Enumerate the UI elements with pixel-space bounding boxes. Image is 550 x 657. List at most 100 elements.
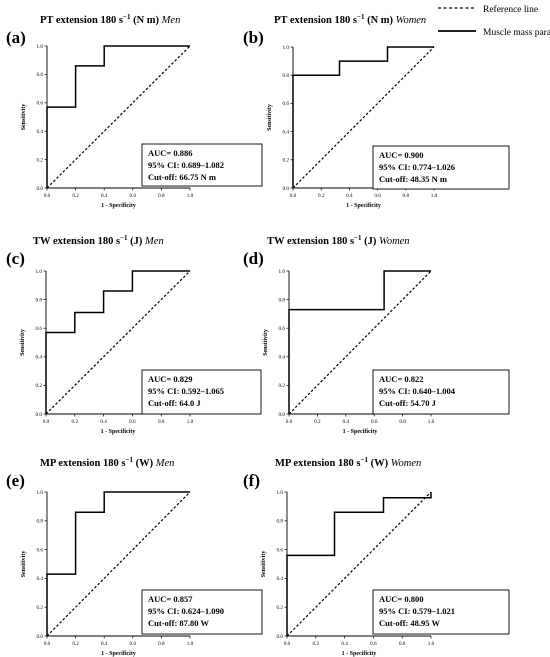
panel-letter: (a)	[6, 28, 26, 47]
stats-line: 95% CI: 0.689–1.082	[148, 160, 224, 170]
stats-line: 95% CI: 0.624–1.090	[148, 606, 224, 616]
y-tick-label: 0.6	[37, 547, 44, 553]
roc-panel: (d)TW extension 180 s−1 (J) Women 0.0 0.2 0…	[243, 234, 510, 435]
stats-line: AUC= 0.822	[379, 374, 424, 384]
reference-line-series	[46, 491, 191, 637]
roc-panel: (c) TW extension 180 s−1 (J) Men 0.0 0.2 0.4…	[6, 234, 262, 435]
panel-title: MP extension 180 s−1 (W) Men	[40, 456, 174, 469]
y-tick-label: 1.0	[36, 269, 43, 275]
x-tick-label: 0.2	[314, 419, 321, 425]
x-tick-label: 0.6	[370, 641, 377, 647]
y-tick-label: 0.8	[277, 519, 284, 525]
roc-curve-series	[45, 270, 190, 414]
stats-box	[141, 589, 263, 635]
y-tick-label: 0.0	[279, 412, 286, 418]
figure-legend: Reference line Muscle mass parameter	[438, 4, 550, 38]
stats-line: AUC= 0.857	[148, 594, 193, 604]
panel-letter: (b)	[243, 28, 264, 47]
stats-line: Cut-off: 64.0 J	[148, 398, 201, 408]
x-tick-label: 0.0	[286, 419, 293, 425]
y-tick-label: 1.0	[37, 44, 44, 50]
x-tick-label: 0.8	[399, 419, 406, 425]
y-tick-label: 0.2	[37, 605, 44, 611]
stats-line: AUC= 0.829	[148, 374, 193, 384]
stats-line: Cut-off: 87.80 W	[148, 618, 209, 628]
x-tick-label: 0.0	[44, 641, 51, 647]
y-tick-label: 0.6	[37, 101, 44, 107]
y-tick-label: 1.0	[283, 45, 290, 51]
roc-curve-series	[288, 270, 431, 414]
y-tick-label: 1.0	[277, 490, 284, 496]
x-tick-label: 0.6	[130, 641, 137, 647]
panel-title: MP extension 180 s−1 (W) Women	[275, 456, 421, 469]
y-tick-label: 0.4	[37, 576, 44, 582]
y-tick-label: 0.6	[277, 547, 284, 553]
stats-line: Cut-off: 48.35 N m	[379, 174, 447, 184]
x-tick-label: 0.2	[318, 193, 325, 199]
y-tick-label: 0.4	[36, 355, 43, 361]
y-tick-label: 0.2	[37, 157, 44, 163]
x-tick-label: 0.2	[313, 641, 320, 647]
x-tick-label: 0.8	[158, 193, 165, 199]
stats-line: 95% CI: 0.579–1.021	[379, 606, 455, 616]
roc-curve-series	[46, 491, 190, 636]
x-tick-label: 1.0	[187, 193, 194, 199]
y-tick-label: 0.8	[36, 297, 43, 303]
y-tick-label: 0.8	[37, 72, 44, 78]
roc-panel: (e) MP extension 180 s−1 (W) Men 0.0 0.2 0.4…	[6, 456, 263, 657]
y-tick-label: 0.4	[279, 355, 286, 361]
y-axis-label: Sensitivity	[21, 551, 27, 578]
x-tick-label: 0.6	[374, 193, 381, 199]
reference-line-series	[46, 45, 191, 189]
stats-line: Cut-off: 54.70 J	[379, 398, 437, 408]
stats-line: 95% CI: 0.774–1.026	[379, 162, 455, 172]
x-tick-label: 0.0	[44, 193, 51, 199]
stats-box	[372, 589, 510, 635]
legend-label-muscle-mass: Muscle mass parameter	[483, 28, 550, 38]
x-axis-label: 1 - Specificity	[101, 651, 136, 657]
panel-letter: (d)	[243, 249, 264, 268]
y-tick-label: 0.2	[279, 383, 286, 389]
panel-letter: (e)	[6, 471, 25, 490]
stats-line: AUC= 0.800	[379, 594, 424, 604]
y-tick-label: 0.8	[283, 73, 290, 79]
y-tick-label: 0.4	[37, 129, 44, 135]
legend-label-reference: Reference line	[483, 4, 538, 15]
y-tick-label: 0.6	[283, 101, 290, 107]
stats-line: AUC= 0.886	[148, 148, 193, 158]
stats-box	[141, 369, 262, 415]
roc-curve-series	[286, 492, 432, 636]
reference-line-series	[292, 46, 435, 189]
y-tick-label: 0.2	[36, 383, 43, 389]
y-tick-label: 0.8	[279, 297, 286, 303]
y-axis-label: Sensitivity	[20, 329, 26, 356]
stats-line: Cut-off: 66.75 N m	[148, 172, 216, 182]
x-axis-label: 1 - Specificity	[342, 651, 377, 657]
x-tick-label: 0.2	[72, 641, 79, 647]
stats-box	[372, 145, 510, 190]
y-tick-label: 0.0	[36, 412, 43, 418]
x-tick-label: 0.2	[72, 193, 79, 199]
y-tick-label: 0.4	[283, 129, 290, 135]
y-tick-label: 0.0	[283, 186, 290, 192]
stats-box	[141, 143, 263, 187]
roc-curve-series	[46, 45, 190, 188]
x-tick-label: 0.8	[158, 641, 165, 647]
x-tick-label: 0.8	[399, 641, 406, 647]
y-tick-label: 0.8	[37, 519, 44, 525]
x-axis-label: 1 - Specificity	[101, 429, 136, 435]
x-axis-label: 1 - Specificity	[101, 203, 136, 209]
y-tick-label: 0.2	[283, 158, 290, 164]
x-tick-label: 0.6	[129, 419, 136, 425]
y-axis-label: Sensitivity	[261, 551, 267, 578]
x-tick-label: 0.4	[341, 641, 348, 647]
y-axis-label: Sensitivity	[263, 329, 269, 356]
x-tick-label: 1.0	[431, 193, 438, 199]
y-tick-label: 0.4	[277, 576, 284, 582]
reference-line-series	[288, 270, 432, 415]
x-axis-label: 1 - Specificity	[343, 429, 378, 435]
panel-letter: (c)	[6, 249, 25, 268]
x-axis-label: 1 - Specificity	[346, 203, 381, 209]
stats-line: Cut-off: 48.95 W	[379, 618, 440, 628]
